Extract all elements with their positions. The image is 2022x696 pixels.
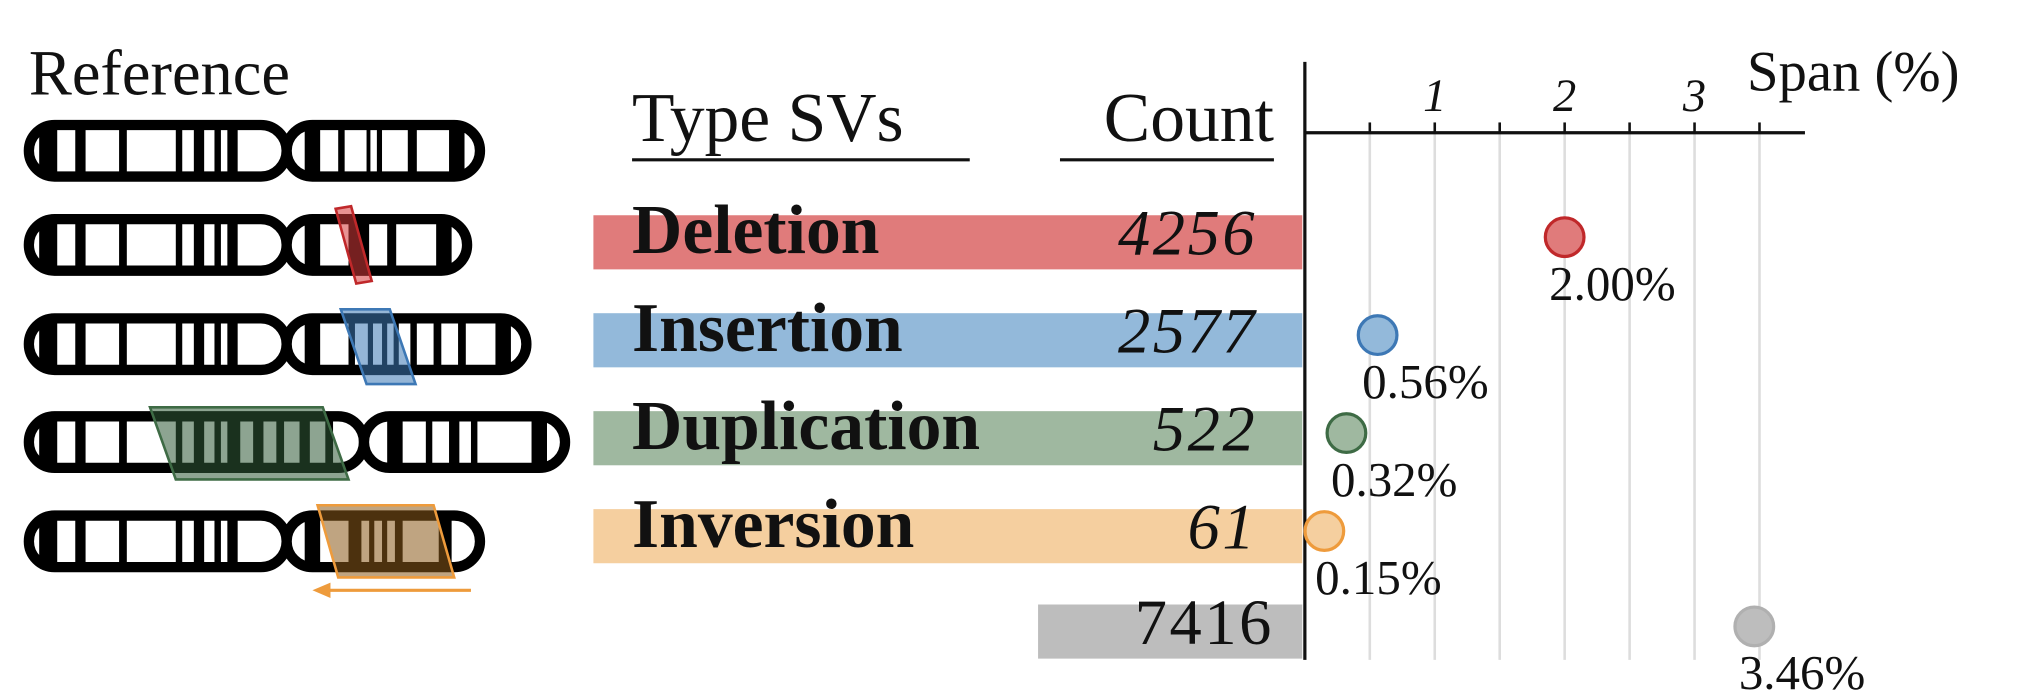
chromosome-band <box>304 221 321 269</box>
type-label: Deletion <box>632 192 879 269</box>
count-label: 2577 <box>1118 295 1257 366</box>
chromosome-band <box>531 418 547 466</box>
chromosome-band <box>75 320 86 368</box>
chromosome-band <box>119 518 127 565</box>
count-header: Count <box>1104 80 1274 157</box>
chromosome-band <box>119 127 127 174</box>
chromosome-band <box>304 127 321 174</box>
chromosome-band <box>193 127 205 174</box>
chromosome-band <box>227 127 238 174</box>
chromosome-band <box>119 418 127 466</box>
chromosome-band <box>470 418 478 466</box>
value-label: 3.46% <box>1739 645 1865 696</box>
chromosome-band <box>387 221 397 269</box>
type-label: Inversion <box>632 486 914 563</box>
chromosome-band <box>175 518 183 565</box>
count-label: 61 <box>1188 491 1258 562</box>
chromosome-band <box>175 127 183 174</box>
chromosome-band <box>75 418 86 466</box>
chromosome-band <box>495 320 511 368</box>
type-label: Insertion <box>632 290 903 367</box>
x-tick-label: 2 <box>1553 71 1576 122</box>
chromosome-band <box>433 320 442 368</box>
chromosome-band <box>376 127 383 174</box>
value-label: 0.56% <box>1362 354 1489 409</box>
dot <box>1325 412 1368 455</box>
chromosome-band <box>39 127 58 174</box>
chromosome-band <box>119 221 127 269</box>
chromosome-band <box>425 418 433 466</box>
count-label: 7416 <box>1135 587 1274 658</box>
chromosome-band <box>366 127 371 174</box>
chromosome-band <box>214 320 221 368</box>
sv-overlay <box>338 308 418 386</box>
sv-overlay <box>315 503 456 579</box>
chromosome-band <box>39 320 58 368</box>
chromosome-arm <box>23 313 292 376</box>
chromosome-band <box>227 221 238 269</box>
chromosome-band <box>75 221 86 269</box>
x-tick-label: 3 <box>1682 71 1706 122</box>
chromosome-band <box>304 320 321 368</box>
row-band <box>593 411 1303 466</box>
chromosome-arm <box>358 411 571 474</box>
chromosome-band <box>449 127 465 174</box>
chromosome-band <box>39 518 58 565</box>
chromosome-band <box>387 418 403 466</box>
chromosome-arm <box>281 119 486 182</box>
chromosome-band <box>39 221 58 269</box>
chromosome-band <box>458 320 466 368</box>
value-label: 0.32% <box>1331 452 1458 507</box>
chromosome-band <box>175 221 183 269</box>
chromosome-band <box>214 127 221 174</box>
dot <box>1303 510 1346 552</box>
row-band <box>593 215 1303 270</box>
chromosome-band <box>75 518 86 565</box>
inversion-arrowhead <box>312 582 331 599</box>
chromosome-band <box>407 127 417 174</box>
dot <box>1733 605 1776 648</box>
chromosome-band <box>227 320 238 368</box>
chromosome-band <box>119 320 127 368</box>
chromosome-band <box>227 518 238 565</box>
sv-overlay <box>148 406 351 481</box>
sv-overlay <box>333 204 374 286</box>
chromosome-band <box>214 221 221 269</box>
row-band <box>1038 604 1303 659</box>
chromosome-band <box>175 320 183 368</box>
chromosome-band <box>193 221 205 269</box>
chromosome-band <box>193 320 205 368</box>
row-band <box>593 509 1303 564</box>
chromosome-band <box>410 320 417 368</box>
value-label: 2.00% <box>1549 256 1676 311</box>
chromosome-band <box>193 518 205 565</box>
chromosome-band <box>338 127 345 174</box>
chromosome-arm <box>23 213 292 276</box>
chromosome-band <box>436 221 452 269</box>
chromosome-arm <box>23 119 292 182</box>
reference-label: Reference <box>29 38 290 109</box>
chromosome-arm <box>281 213 473 276</box>
chromosome-band <box>449 418 460 466</box>
chromosome-band <box>304 518 321 565</box>
x-tick-label: 1 <box>1423 71 1446 122</box>
value-label: 0.15% <box>1315 550 1442 605</box>
chromosome-band <box>75 127 86 174</box>
chromosome-arm <box>23 510 292 573</box>
count-label: 522 <box>1153 393 1257 464</box>
x-axis-label: Span (%) <box>1747 40 1960 103</box>
chromosome-band <box>214 518 221 565</box>
type-label: Duplication <box>632 388 980 465</box>
row-band <box>593 313 1303 368</box>
type-header: Type SVs <box>632 80 904 157</box>
chromosome-icons <box>23 119 571 599</box>
chromosome-band <box>39 418 58 466</box>
dot <box>1356 314 1399 357</box>
count-label: 4256 <box>1118 198 1257 269</box>
dot <box>1543 216 1586 259</box>
